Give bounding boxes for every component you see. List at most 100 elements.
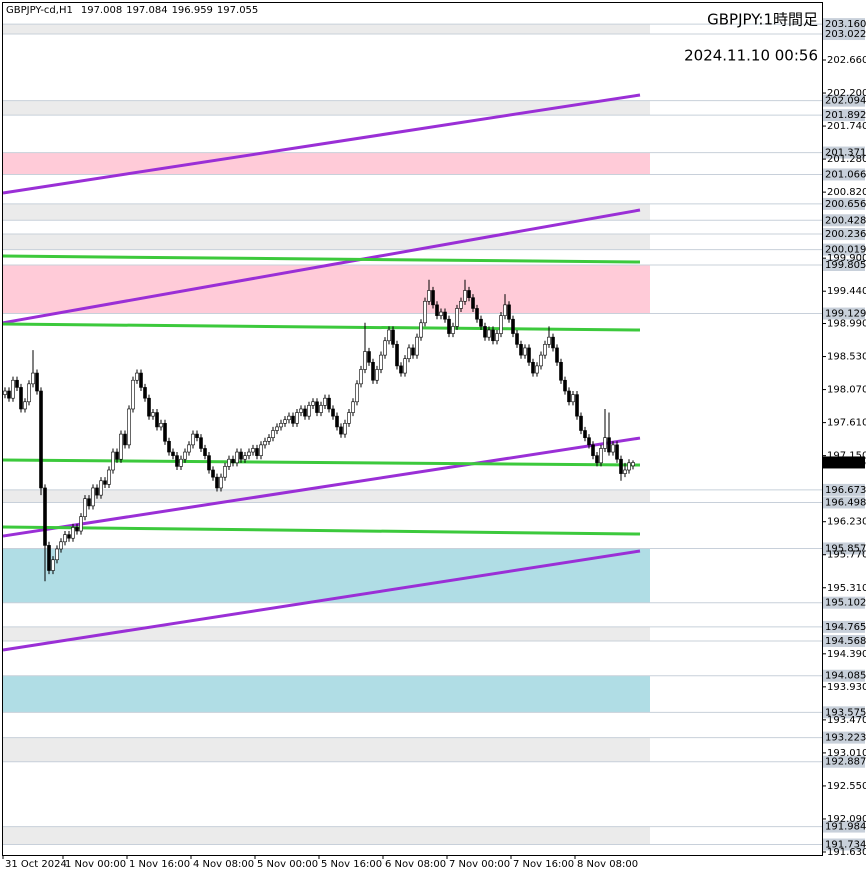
candle-body bbox=[175, 455, 179, 467]
candle-body bbox=[403, 358, 407, 374]
price-label-box bbox=[823, 109, 865, 122]
candle-body bbox=[43, 487, 47, 546]
candle-body bbox=[235, 451, 239, 464]
price-label: 201.892 bbox=[825, 110, 866, 121]
price-label: 200.019 bbox=[825, 245, 866, 256]
candle-body bbox=[99, 480, 103, 496]
candle-body bbox=[607, 437, 611, 453]
candle-body bbox=[275, 426, 279, 431]
y-tick-label: 199.900 bbox=[827, 253, 866, 264]
candle-body bbox=[271, 430, 275, 438]
candle-body bbox=[135, 372, 139, 381]
candle-body bbox=[319, 405, 323, 413]
price-label: 191.734 bbox=[825, 840, 866, 851]
candle-body bbox=[115, 451, 119, 460]
price-label-box bbox=[823, 28, 865, 41]
zone bbox=[3, 548, 650, 603]
candle-body bbox=[515, 333, 519, 345]
zone bbox=[3, 203, 650, 221]
zone bbox=[3, 234, 650, 250]
candle-body bbox=[127, 408, 131, 446]
candle-body bbox=[591, 444, 595, 456]
price-label-box bbox=[823, 596, 865, 609]
candle-body bbox=[107, 469, 111, 485]
current-price-box bbox=[823, 456, 865, 469]
candle-body bbox=[323, 397, 327, 406]
candle-body bbox=[223, 466, 227, 478]
candle-body bbox=[623, 469, 627, 474]
candle-body bbox=[179, 458, 183, 467]
candle-body bbox=[423, 300, 427, 324]
candle-body bbox=[375, 369, 379, 381]
candle-body bbox=[595, 455, 599, 464]
low: 196.959 bbox=[172, 5, 213, 16]
y-tick-label: 198.070 bbox=[827, 385, 866, 396]
candle-body bbox=[415, 336, 419, 356]
zone bbox=[3, 152, 650, 175]
symbol: GBPJPY-cd,H1 bbox=[6, 5, 73, 16]
candle-body bbox=[379, 354, 383, 370]
trend-line bbox=[2, 254, 641, 264]
price-label: 199.129 bbox=[825, 309, 866, 320]
zone bbox=[3, 489, 650, 503]
candle-body bbox=[63, 534, 67, 543]
x-tick-label: 8 Nov 08:00 bbox=[577, 859, 638, 870]
price-label-box bbox=[823, 307, 865, 320]
current-price-label: 197.055 bbox=[825, 457, 866, 468]
price-label: 196.673 bbox=[825, 485, 866, 496]
zones-layer bbox=[3, 23, 822, 846]
candle-body bbox=[199, 437, 203, 449]
candle-body bbox=[267, 437, 271, 442]
price-label-box bbox=[823, 483, 865, 496]
price-label-box bbox=[823, 731, 865, 744]
candle-body bbox=[263, 440, 267, 446]
candle-body bbox=[259, 444, 263, 456]
candle-body bbox=[615, 444, 619, 460]
zone bbox=[3, 265, 650, 314]
candle-body bbox=[535, 365, 539, 374]
annotation: GBPJPY:1時間足 bbox=[707, 11, 818, 29]
open: 197.008 bbox=[81, 5, 122, 16]
candle-body bbox=[203, 448, 207, 456]
candle-body bbox=[163, 423, 167, 442]
price-label: 193.223 bbox=[825, 733, 866, 744]
candle-body bbox=[427, 290, 431, 302]
y-tick-label: 195.310 bbox=[827, 583, 866, 594]
candle-body bbox=[155, 412, 159, 428]
candle-body bbox=[355, 383, 359, 403]
candle-body bbox=[79, 516, 83, 532]
candle-body bbox=[587, 437, 591, 446]
candle-body bbox=[471, 297, 475, 309]
y-tick-label: 202.200 bbox=[827, 88, 866, 99]
candle-body bbox=[315, 401, 319, 413]
candle-body bbox=[3, 390, 7, 395]
candle-body bbox=[55, 548, 59, 561]
candle-body bbox=[551, 336, 555, 349]
price-label: 200.236 bbox=[825, 229, 866, 240]
candle-body bbox=[543, 344, 547, 356]
candle-body bbox=[507, 304, 511, 320]
candle-body bbox=[579, 415, 583, 431]
candle-body bbox=[299, 408, 303, 413]
candle-body bbox=[23, 401, 27, 410]
candle-body bbox=[603, 437, 607, 449]
y-tick-label: 201.740 bbox=[827, 121, 866, 132]
y-tick-label: 192.090 bbox=[827, 814, 866, 825]
candle-body bbox=[159, 423, 163, 428]
candle-body bbox=[455, 308, 459, 327]
price-label: 199.805 bbox=[825, 260, 866, 271]
close: 197.055 bbox=[217, 5, 258, 16]
trend-line bbox=[2, 458, 641, 467]
candle-body bbox=[363, 351, 367, 370]
candle-body bbox=[539, 354, 543, 367]
trend-line bbox=[2, 93, 641, 195]
candles-layer bbox=[3, 279, 635, 582]
y-tick-label: 197.610 bbox=[827, 418, 866, 429]
price-label-box bbox=[823, 820, 865, 833]
price-label-box bbox=[823, 146, 865, 159]
price-label-box bbox=[823, 838, 865, 851]
candle-body bbox=[255, 448, 259, 456]
candle-body bbox=[171, 451, 175, 456]
candle-body bbox=[31, 372, 35, 385]
